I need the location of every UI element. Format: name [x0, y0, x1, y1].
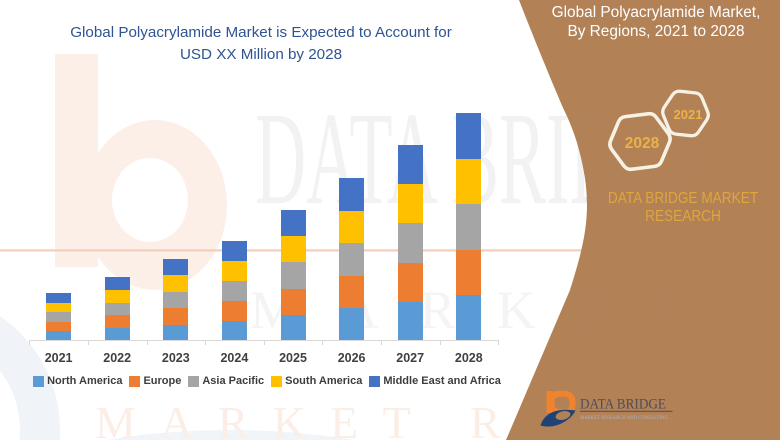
svg-text:DATA BRIDGE: DATA BRIDGE — [580, 397, 666, 413]
svg-text:MARKET RESEARCH AND CONSULTING: MARKET RESEARCH AND CONSULTING — [580, 415, 668, 421]
